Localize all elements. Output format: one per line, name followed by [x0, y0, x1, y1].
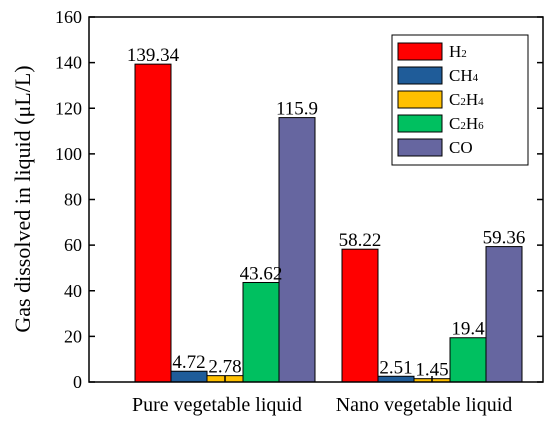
- y-tick-label: 120: [55, 98, 82, 118]
- legend-swatch: [397, 66, 443, 85]
- y-tick-label: 20: [64, 326, 82, 346]
- bar-co: [485, 246, 523, 383]
- x-axis-categories: Pure vegetable liquid Nano vegetable liqu…: [132, 376, 512, 416]
- bar-h2: [341, 248, 379, 383]
- data-label: 4.72: [172, 352, 205, 373]
- y-tick-label: 80: [64, 190, 82, 210]
- y-tick-label: 140: [55, 53, 82, 73]
- bars-layer: [134, 63, 523, 383]
- legend: H2 CH4 C2H4 C2H6 CO: [391, 34, 529, 166]
- y-axis-ticks: 0 20 40 60 80 100 120 140 160: [55, 7, 543, 392]
- legend-label: C2H6: [449, 114, 484, 133]
- legend-swatch: [397, 90, 443, 109]
- y-tick-label: 160: [55, 7, 82, 27]
- data-label: 58.22: [339, 230, 382, 251]
- data-label: 115.9: [276, 99, 318, 120]
- legend-swatch: [397, 138, 443, 157]
- legend-label: C2H4: [449, 90, 484, 109]
- data-label: 59.36: [483, 228, 526, 249]
- bar-c2h6: [242, 281, 280, 383]
- data-label: 139.34: [127, 45, 180, 66]
- legend-label: CO: [449, 138, 473, 157]
- y-tick-label: 60: [64, 235, 82, 255]
- bar-c2h6: [449, 337, 487, 383]
- data-label: 43.62: [240, 263, 283, 284]
- data-label: 1.45: [415, 360, 448, 381]
- legend-label: CH4: [449, 66, 479, 85]
- data-labels-layer: 139.34 4.72 2.78 43.62 115.9 58.22 2.51 1.4519.…: [127, 45, 526, 381]
- y-axis-title: Gas dissolved in liquid (μL/L): [10, 65, 35, 332]
- x-category-label: Pure vegetable liquid: [132, 394, 302, 416]
- bar-h2: [134, 63, 172, 383]
- legend-swatch: [397, 114, 443, 133]
- y-tick-label: 40: [64, 281, 82, 301]
- data-label: 2.51: [379, 357, 412, 378]
- legend-label: H2: [449, 42, 467, 61]
- data-label: 2.78: [208, 357, 241, 378]
- x-category-label: Nano vegetable liquid: [336, 394, 513, 416]
- bar-co: [278, 117, 316, 383]
- y-tick-label: 0: [73, 372, 82, 392]
- y-tick-label: 100: [55, 144, 82, 164]
- legend-swatch: [397, 42, 443, 61]
- data-label: 19.4: [451, 319, 485, 340]
